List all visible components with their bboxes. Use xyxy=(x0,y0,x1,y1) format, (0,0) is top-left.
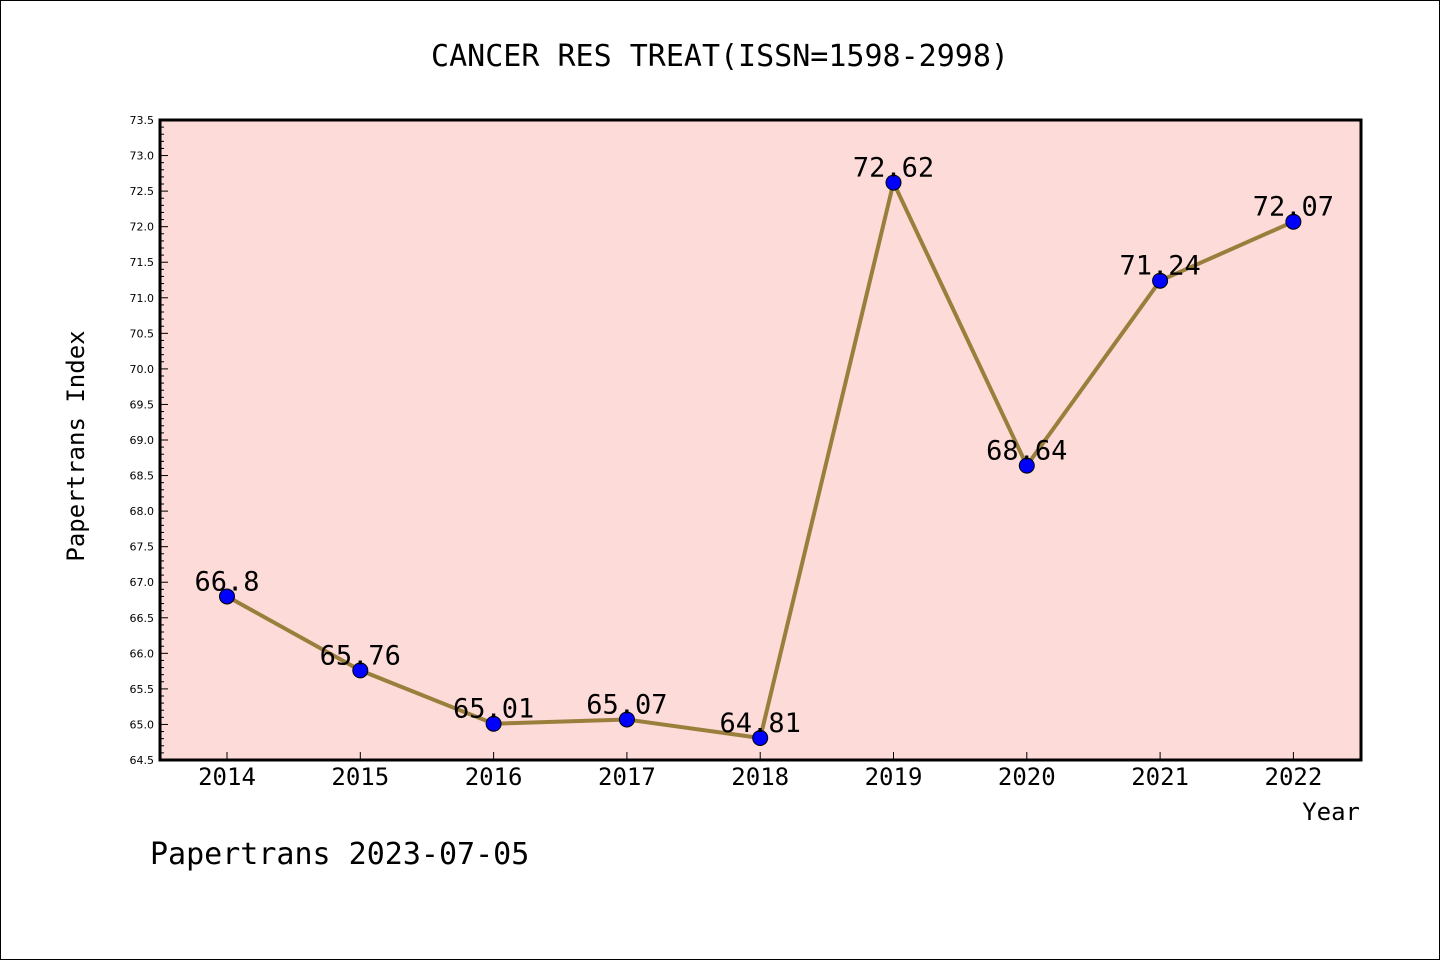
y-tick-label: 71.0 xyxy=(130,292,155,305)
y-tick-label: 66.5 xyxy=(130,612,155,625)
y-tick-label: 69.5 xyxy=(130,398,155,411)
x-tick-label: 2016 xyxy=(465,763,523,791)
data-label: 66.8 xyxy=(194,566,259,597)
y-tick-label: 65.5 xyxy=(130,683,155,696)
data-label: 72.07 xyxy=(1253,192,1334,223)
plot-area xyxy=(160,120,1361,760)
y-tick-label: 73.5 xyxy=(130,114,155,127)
data-label: 71.24 xyxy=(1119,251,1200,282)
x-tick-label: 2014 xyxy=(198,763,256,791)
x-tick-label: 2022 xyxy=(1265,763,1323,791)
x-tick-label: 2019 xyxy=(865,763,923,791)
y-tick-label: 70.5 xyxy=(130,327,155,340)
y-axis-title: Papertrans Index xyxy=(62,330,90,561)
plot-border xyxy=(158,118,1363,762)
data-labels: 66.8 65.76 65.01 65.07 64.81 72.62 68.64 71.24 7… xyxy=(194,153,1334,739)
data-point-marker xyxy=(885,174,902,191)
x-tick-label: 2020 xyxy=(998,763,1056,791)
data-label: 65.07 xyxy=(586,689,667,720)
y-tick-label: 68.5 xyxy=(130,470,155,483)
data-point-marker xyxy=(219,588,235,605)
x-axis-title: Year xyxy=(1302,798,1360,826)
y-tick-label: 70.0 xyxy=(130,363,155,376)
y-tick-label: 64.5 xyxy=(130,754,155,767)
y-tick-label: 68.0 xyxy=(130,505,155,518)
data-point-marker xyxy=(618,711,635,728)
y-tick-label: 65.0 xyxy=(130,718,155,731)
y-tick-label: 72.5 xyxy=(130,185,155,198)
x-tick-label: 2018 xyxy=(731,763,789,791)
y-tick-label: 67.5 xyxy=(130,541,155,554)
y-tick-label: 73.0 xyxy=(130,150,155,163)
data-label: 72.62 xyxy=(853,153,934,184)
data-label: 64.81 xyxy=(720,708,801,739)
data-point-marker xyxy=(1152,272,1169,289)
data-label: 65.01 xyxy=(453,694,534,725)
x-tick-label: 2021 xyxy=(1131,763,1189,791)
y-tick-label: 69.0 xyxy=(130,434,155,447)
data-point-marker xyxy=(752,729,769,746)
data-point-marker xyxy=(1018,457,1035,474)
y-axis: 64.5 65.0 65.5 66.0 66.5 67.0 67.5 68.0 68.5 69.0… xyxy=(130,114,168,767)
data-point-marker xyxy=(352,662,369,679)
data-point-marker xyxy=(1285,213,1302,230)
y-tick-label: 71.5 xyxy=(130,256,155,269)
x-tick-label: 2017 xyxy=(598,763,656,791)
data-label: 65.76 xyxy=(320,640,401,671)
data-label: 68.64 xyxy=(986,436,1067,467)
chart-title: CANCER RES TREAT(ISSN=1598-2998) xyxy=(431,39,1009,74)
y-tick-label: 72.0 xyxy=(130,221,155,234)
x-tick-label: 2015 xyxy=(331,763,389,791)
footer-date: Papertrans 2023-07-05 xyxy=(150,837,529,872)
y-tick-label: 66.0 xyxy=(130,647,155,660)
series-line-group xyxy=(219,174,1302,746)
x-axis: 2014 2015 2016 2017 2018 2019 2020 2021 2022 xyxy=(198,752,1322,791)
y-tick-label: 67.0 xyxy=(130,576,155,589)
data-point-marker xyxy=(485,715,502,732)
